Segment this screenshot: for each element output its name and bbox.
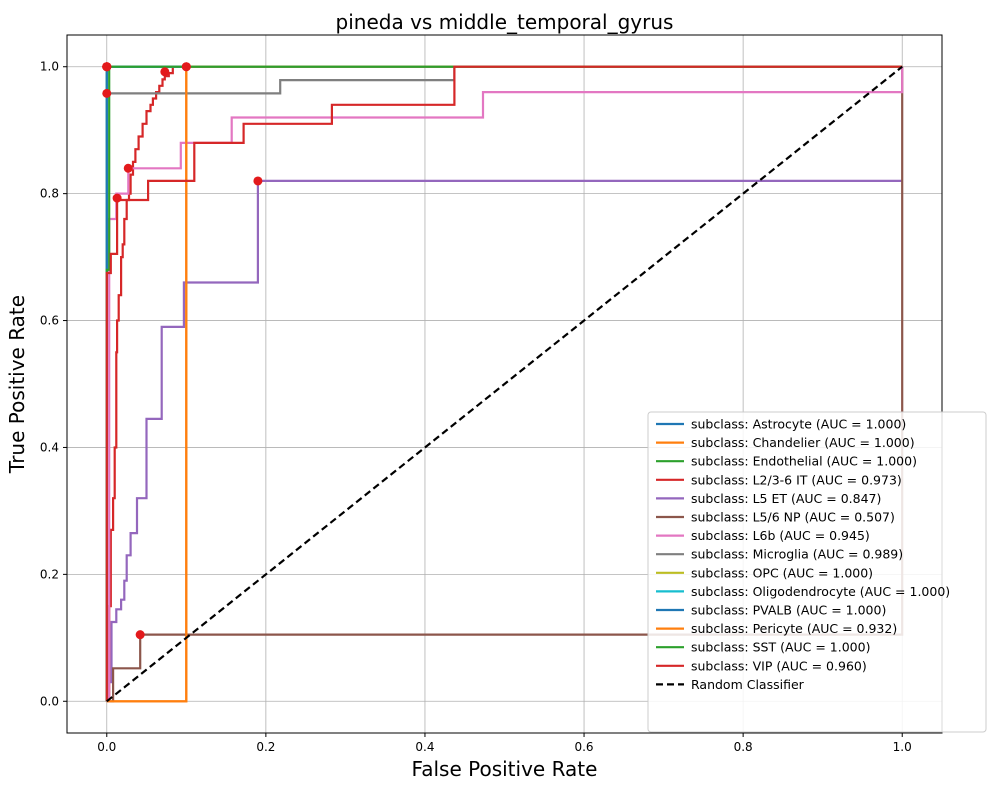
- chart-title: pineda vs middle_temporal_gyrus: [336, 10, 674, 34]
- y-tick-label: 0.6: [40, 314, 59, 328]
- optimal-point-12: [102, 62, 112, 72]
- y-axis-label: True Positive Rate: [5, 295, 29, 474]
- legend-label: subclass: Endothelial (AUC = 1.000): [691, 454, 917, 469]
- y-tick-label: 0.4: [40, 440, 59, 454]
- optimal-point-6: [123, 163, 133, 173]
- series-line-14: [106, 65, 903, 703]
- x-tick-label: 0.6: [574, 740, 593, 754]
- legend-label: subclass: PVALB (AUC = 1.000): [691, 603, 886, 618]
- optimal-point-13: [112, 193, 122, 203]
- series-line-3: [106, 65, 903, 703]
- series-line-4: [105, 179, 903, 702]
- grid-lines: [67, 35, 942, 733]
- optimal-point-7: [102, 88, 112, 98]
- x-axis-label: False Positive Rate: [412, 757, 598, 781]
- legend-label: subclass: Chandelier (AUC = 1.000): [691, 435, 915, 450]
- legend-label: subclass: Oligodendrocyte (AUC = 1.000): [691, 584, 950, 599]
- legend-label: subclass: Astrocyte (AUC = 1.000): [691, 417, 906, 432]
- legend-label: subclass: VIP (AUC = 0.960): [691, 658, 867, 673]
- legend-label: subclass: SST (AUC = 1.000): [691, 640, 870, 655]
- axis-ticks: 0.0 0.2 0.4 0.6 0.8 1.0 0.0 0.2 0.4 0.6 0.8 1.0: [40, 60, 912, 754]
- x-tick-label: 0.2: [256, 740, 275, 754]
- legend-label: subclass: L5 ET (AUC = 0.847): [691, 491, 881, 506]
- legend-label: subclass: L5/6 NP (AUC = 0.507): [691, 510, 895, 525]
- plot-frame: [66, 34, 943, 734]
- optimal-point-5: [135, 630, 145, 640]
- optimal-point-11: [181, 62, 191, 72]
- series-line-13: [105, 65, 903, 702]
- x-tick-label: 1.0: [893, 740, 912, 754]
- y-tick-label: 0.8: [40, 187, 59, 201]
- legend-label: subclass: Pericyte (AUC = 0.932): [691, 621, 897, 636]
- x-tick-label: 0.0: [97, 740, 116, 754]
- optimal-point-4: [253, 176, 263, 186]
- x-tick-label: 0.4: [415, 740, 434, 754]
- legend-label: subclass: Microglia (AUC = 0.989): [691, 547, 903, 562]
- y-tick-label: 0.2: [40, 567, 59, 581]
- optimal-point-3: [160, 67, 170, 77]
- legend-box: [647, 411, 987, 733]
- legend: subclass: Astrocyte (AUC = 1.000) subclas…: [647, 411, 987, 733]
- series-line-6: [106, 66, 904, 703]
- optimal-threshold-markers: [102, 62, 263, 640]
- y-tick-label: 0.0: [40, 694, 59, 708]
- legend-label: Random Classifier: [691, 677, 805, 692]
- legend-label: subclass: L6b (AUC = 0.945): [691, 528, 870, 543]
- legend-label: subclass: OPC (AUC = 1.000): [691, 565, 873, 580]
- y-tick-label: 1.0: [40, 60, 59, 74]
- x-tick-label: 0.8: [734, 740, 753, 754]
- legend-label: subclass: L2/3-6 IT (AUC = 0.973): [691, 472, 902, 487]
